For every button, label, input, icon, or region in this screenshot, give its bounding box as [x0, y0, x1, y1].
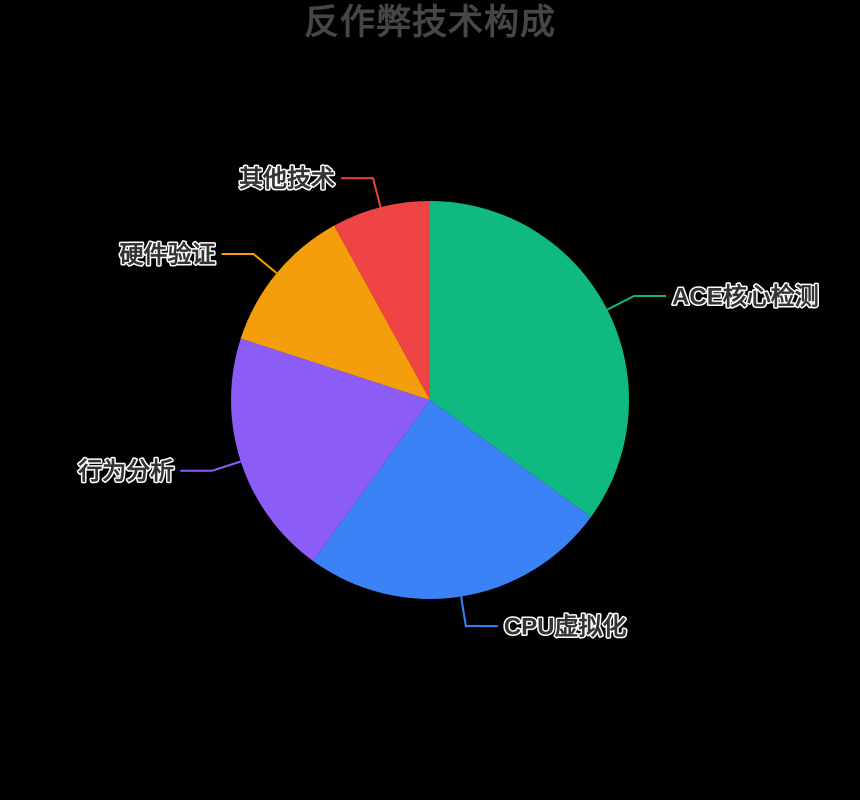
slice-label: 行为分析 [77, 457, 174, 485]
pie-slice[interactable] [240, 225, 430, 400]
label-leader-line [341, 177, 382, 208]
label-leader-line [606, 295, 667, 311]
pie-slice[interactable] [313, 400, 591, 599]
chart-title: 反作弊技术构成 [303, 3, 556, 42]
slice-label: ACE核心检测 [672, 282, 819, 310]
pie-slice[interactable] [430, 201, 629, 517]
label-leader-line [460, 596, 498, 628]
pie-slice[interactable] [231, 338, 430, 561]
slice-label: 硬件验证 [120, 240, 216, 268]
label-leader-line [180, 460, 242, 472]
label-leader-line [221, 253, 278, 274]
pie-slice[interactable] [334, 201, 430, 400]
slice-label: CPU虚拟化 [504, 613, 627, 641]
slice-label: 其他技术 [239, 166, 335, 193]
